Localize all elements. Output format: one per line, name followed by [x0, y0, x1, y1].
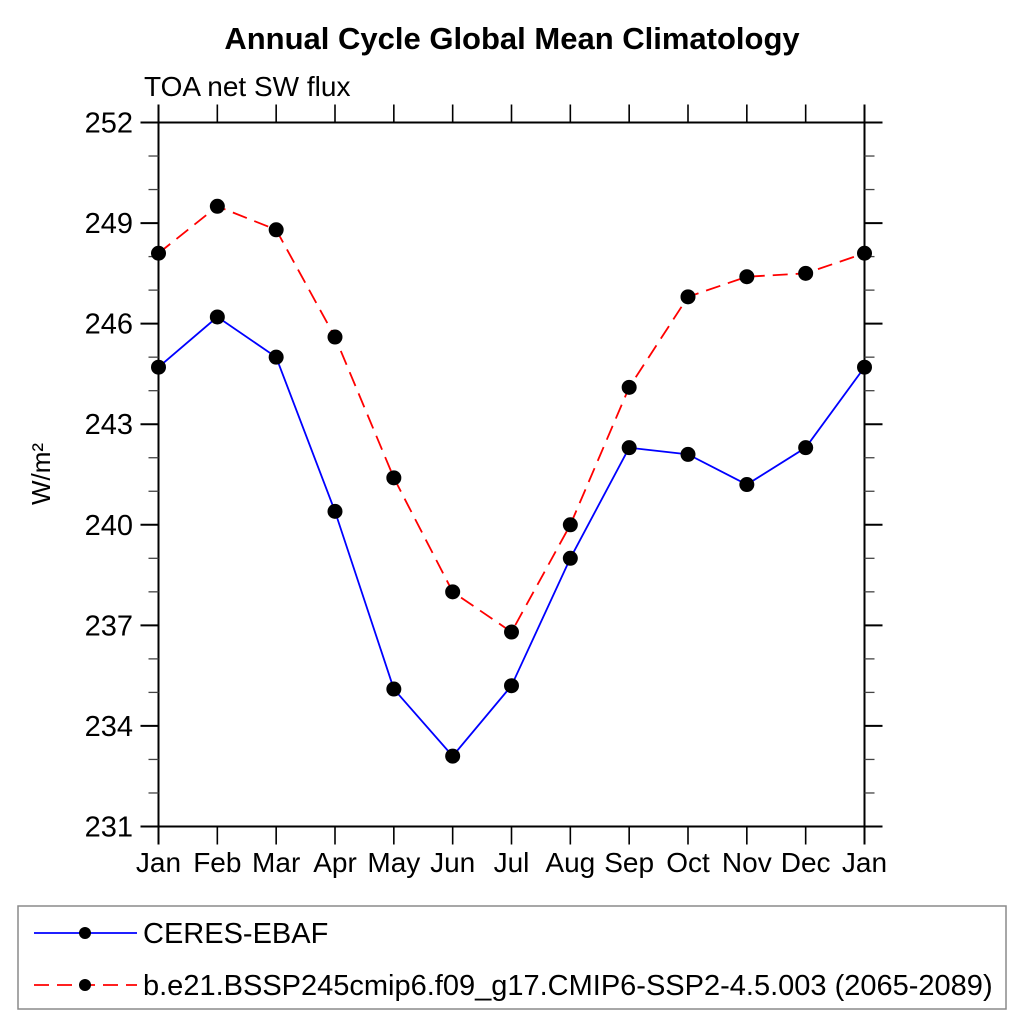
x-tick-label-jan-0: Jan: [136, 847, 181, 878]
data-point-s1-sep-8: [621, 379, 637, 395]
data-point-s1-dec-11: [798, 265, 814, 281]
y-tick-label: 234: [85, 711, 133, 743]
data-point-s1-apr-3: [327, 329, 343, 345]
data-point-s1-jul-6: [504, 624, 519, 640]
data-point-s0-sep-8: [621, 440, 637, 456]
legend-item-ceres: CERES-EBAF: [34, 918, 328, 950]
data-point-s1-jan-0: [151, 245, 166, 261]
x-tick-label-oct-9: Oct: [666, 847, 710, 878]
legend-label-ceres: CERES-EBAF: [143, 918, 328, 950]
y-tick-label: 249: [85, 208, 133, 240]
data-point-s0-jan-0: [151, 359, 166, 375]
data-point-s0-apr-3: [327, 503, 343, 519]
y-tick-label: 246: [85, 309, 133, 341]
data-point-s0-may-4: [386, 681, 402, 697]
data-point-s0-dec-11: [798, 440, 814, 456]
y-tick-label: 237: [85, 610, 133, 642]
data-point-s1-jan-12: [857, 245, 872, 261]
y-tick-label: 240: [85, 510, 133, 542]
x-tick-label-apr-3: Apr: [313, 847, 357, 878]
legend-marker-circle-icon: [79, 979, 91, 991]
x-tick-label-dec-11: Dec: [781, 847, 831, 878]
data-point-s1-may-4: [386, 470, 402, 486]
x-tick-label-aug-7: Aug: [545, 847, 595, 878]
legend-box: [17, 905, 1007, 1010]
series-line-1: [157, 205, 865, 634]
data-point-s0-aug-7: [562, 550, 578, 566]
chart-subtitle: TOA net SW flux: [144, 71, 350, 102]
x-tick-label-jul-6: Jul: [494, 847, 530, 878]
y-tick-label: 243: [85, 409, 133, 441]
x-tick-label-may-4: May: [367, 847, 420, 878]
legend-marker-circle-icon: [79, 927, 91, 939]
data-point-s0-mar-2: [268, 349, 284, 365]
data-point-s0-feb-1: [209, 309, 225, 325]
y-tick-label: 231: [85, 812, 133, 844]
x-tick-label-jan-12: Jan: [842, 847, 887, 878]
legend-label-model: b.e21.BSSP245cmip6.f09_g17.CMIP6-SSP2-4.…: [143, 970, 993, 1002]
data-point-s0-jun-5: [445, 748, 461, 764]
legend: CERES-EBAF b.e21.BSSP245cmip6.f09_g17.CM…: [17, 905, 1007, 1010]
axes: 231 234 237 240 243 246 249 252 Jan Feb Mar Apr May J…: [85, 104, 887, 878]
x-tick-label-feb-1: Feb: [193, 847, 241, 878]
data-point-s1-feb-1: [209, 198, 225, 214]
x-tick-label-mar-2: Mar: [252, 847, 300, 878]
legend-item-model: b.e21.BSSP245cmip6.f09_g17.CMIP6-SSP2-4.…: [34, 970, 993, 1002]
series-group: [151, 198, 872, 764]
data-point-s0-jan-12: [857, 359, 872, 375]
chart-title: Annual Cycle Global Mean Climatology: [224, 21, 800, 56]
data-point-s0-nov-10: [739, 477, 755, 493]
x-tick-label-jun-5: Jun: [430, 847, 475, 878]
x-tick-label-nov-10: Nov: [722, 847, 772, 878]
data-point-s1-mar-2: [268, 222, 284, 238]
data-point-s0-oct-9: [680, 446, 696, 462]
y-tick-label: 252: [85, 108, 133, 140]
data-point-s0-jul-6: [504, 678, 519, 694]
data-point-s1-nov-10: [739, 269, 755, 285]
y-axis-label: W/m²: [26, 443, 56, 505]
data-point-s1-jun-5: [445, 584, 461, 600]
data-point-s1-aug-7: [562, 517, 578, 533]
data-point-s1-oct-9: [680, 289, 696, 305]
x-tick-label-sep-8: Sep: [604, 847, 654, 878]
